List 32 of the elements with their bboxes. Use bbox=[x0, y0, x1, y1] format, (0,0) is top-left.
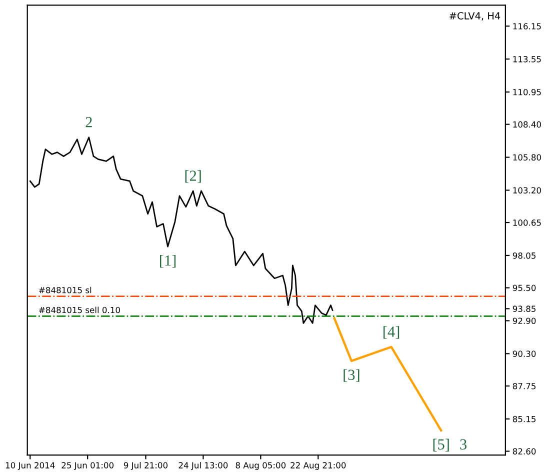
annotation: [3] bbox=[344, 369, 360, 382]
annotation: 3 bbox=[460, 439, 467, 450]
annotation: 2 bbox=[86, 117, 92, 128]
x-tick-label: 8 Aug 05:00 bbox=[236, 462, 286, 470]
y-tick-label: 90.30 bbox=[512, 350, 536, 357]
y-tick-label: 103.20 bbox=[513, 187, 541, 194]
x-tick-label: 22 Aug 21:00 bbox=[290, 462, 346, 470]
y-tick-label: 82.60 bbox=[512, 448, 536, 455]
x-tick-label: 24 Jul 13:00 bbox=[178, 462, 228, 470]
line-series bbox=[333, 317, 442, 432]
y-tick-label: 100.65 bbox=[513, 220, 541, 226]
text: #CLV4, H4 bbox=[450, 12, 500, 20]
annotation: [2] bbox=[185, 170, 201, 183]
y-tick-label: 113.55 bbox=[513, 56, 541, 62]
ref-line-label: #8481015 sell 0.10 bbox=[39, 306, 120, 314]
y-tick-label: 98.05 bbox=[512, 252, 536, 259]
y-tick-label: 116.15 bbox=[513, 23, 541, 30]
x-tick-label: 9 Jul 21:00 bbox=[124, 462, 168, 470]
ref-line-label: #8481015 sl bbox=[39, 286, 92, 294]
y-tick-label: 85.15 bbox=[512, 416, 536, 422]
y-tick-label: 87.75 bbox=[512, 382, 536, 390]
y-tick-label: 110.95 bbox=[513, 88, 541, 96]
y-tick-label: 108.40 bbox=[513, 121, 541, 128]
y-tick-label: 95.50 bbox=[512, 284, 536, 292]
x-tick-label: 25 Jun 01:00 bbox=[62, 462, 114, 470]
annotation: [1] bbox=[160, 254, 176, 268]
x-tick-label: 10 Jun 2014 bbox=[6, 462, 55, 470]
annotation: [4] bbox=[384, 326, 400, 339]
y-tick-label: 105.80 bbox=[513, 154, 541, 161]
y-tick-label: 93.85 bbox=[512, 306, 536, 312]
annotation: [5] bbox=[433, 438, 449, 452]
y-tick-label: 92.90 bbox=[512, 318, 536, 324]
